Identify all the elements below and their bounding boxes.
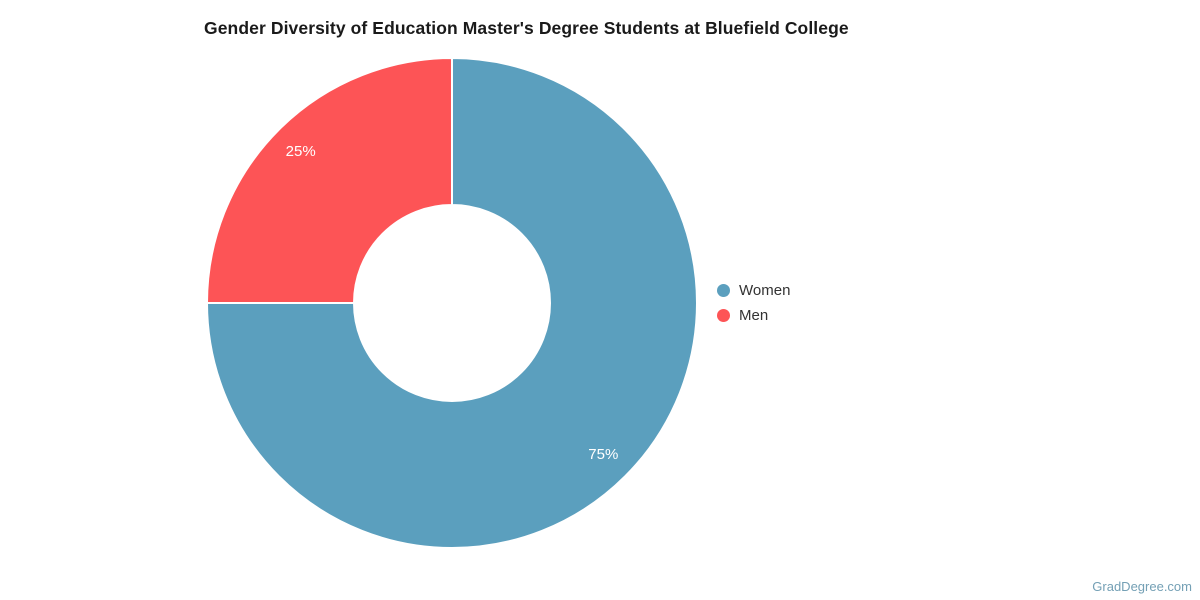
slice-women[interactable]	[206, 57, 698, 549]
chart-title: Gender Diversity of Education Master's D…	[204, 18, 849, 38]
legend-item-women[interactable]: Women	[717, 278, 790, 303]
slice-men[interactable]	[206, 57, 453, 304]
legend-item-men[interactable]: Men	[717, 303, 790, 328]
legend-label-men: Men	[739, 307, 769, 324]
legend-label-women: Women	[739, 282, 791, 299]
legend-swatch-women-icon	[717, 284, 730, 297]
legend: Women Men	[717, 278, 790, 328]
legend-swatch-men-icon	[717, 309, 730, 322]
watermark-link[interactable]: GradDegree.com	[1092, 579, 1192, 594]
